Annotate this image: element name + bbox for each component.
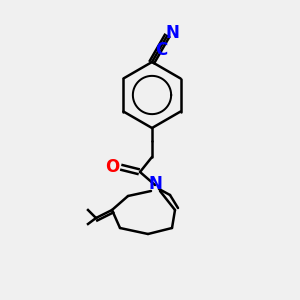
Text: C: C bbox=[155, 41, 167, 59]
Text: N: N bbox=[148, 175, 162, 193]
Text: N: N bbox=[165, 24, 179, 42]
Text: O: O bbox=[105, 158, 119, 176]
